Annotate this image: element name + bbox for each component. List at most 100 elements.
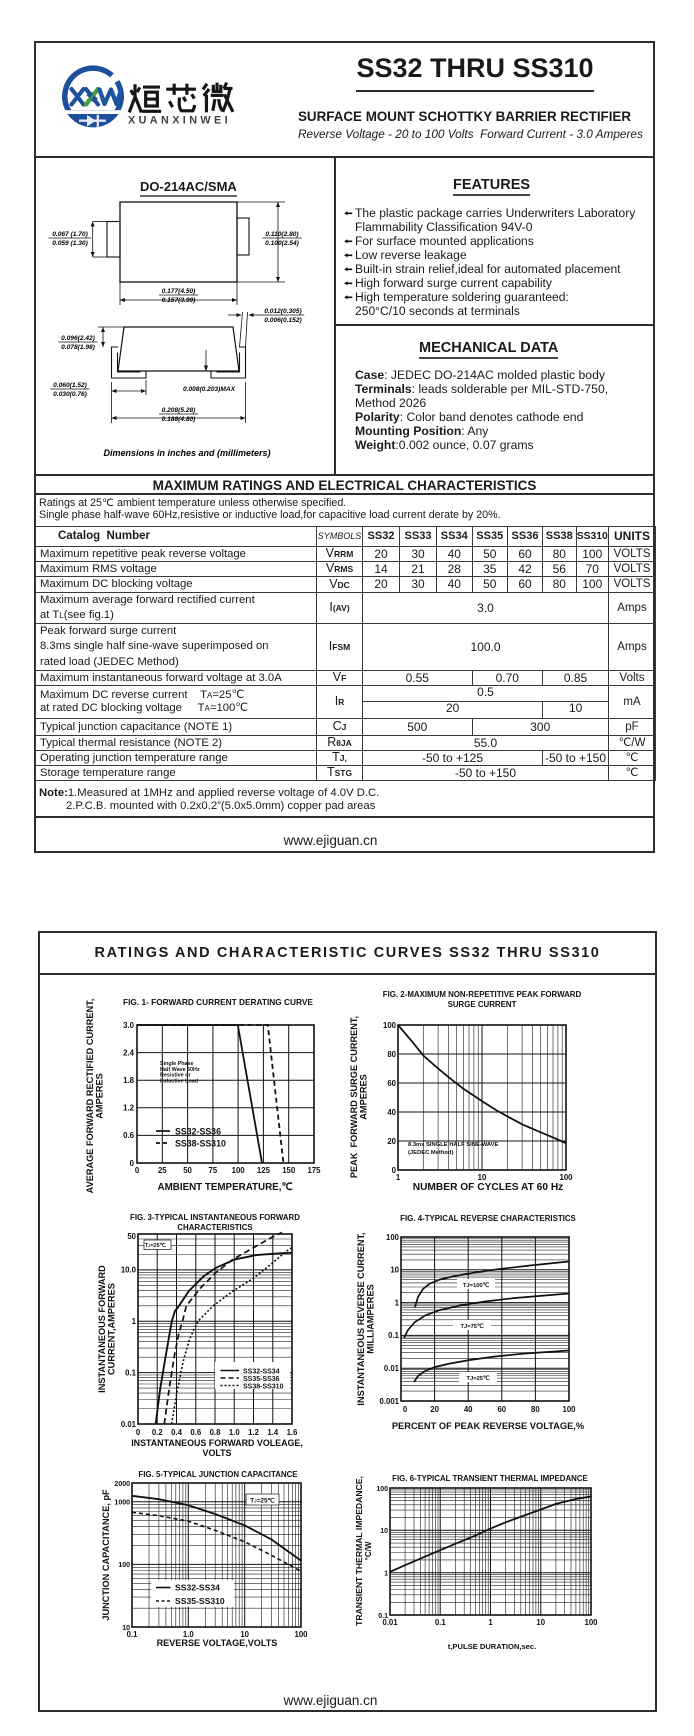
svg-text:50: 50 (127, 1232, 136, 1241)
svg-text:100: 100 (383, 1021, 397, 1030)
svg-text:Single Phase: Single Phase (160, 1061, 194, 1067)
svg-text:1.2: 1.2 (248, 1428, 260, 1437)
svg-text:100: 100 (294, 1630, 308, 1639)
svg-text:SS32-SS34: SS32-SS34 (175, 1583, 220, 1593)
svg-text:VOLTS: VOLTS (203, 1448, 232, 1458)
svg-text:SS35-SS310: SS35-SS310 (175, 1596, 225, 1606)
svg-text:0: 0 (130, 1159, 135, 1168)
svg-text:60: 60 (497, 1405, 506, 1414)
svg-text:CHARACTERISTICS: CHARACTERISTICS (177, 1223, 252, 1232)
svg-text:100: 100 (118, 1562, 130, 1569)
svg-text:FIG. 6-TYPICAL TRANSIENT THERM: FIG. 6-TYPICAL TRANSIENT THERMAL IMPEDAN… (392, 1474, 588, 1483)
svg-text:1000: 1000 (114, 1500, 130, 1507)
svg-text:1: 1 (488, 1618, 493, 1627)
svg-text:0.6: 0.6 (190, 1428, 202, 1437)
svg-text:t,PULSE DURATION,sec.: t,PULSE DURATION,sec. (448, 1642, 536, 1651)
svg-text:1.6: 1.6 (287, 1428, 299, 1437)
svg-text:0.2: 0.2 (152, 1428, 164, 1437)
svg-text:PEAK FORWARD SURGE CURRENT,: PEAK FORWARD SURGE CURRENT, (349, 1016, 359, 1178)
svg-text:1.0: 1.0 (183, 1630, 195, 1639)
svg-text:AMBIENT TEMPERATURE,℃: AMBIENT TEMPERATURE,℃ (158, 1182, 293, 1193)
svg-text:JUNCTION CAPACITANCE, pF: JUNCTION CAPACITANCE, pF (101, 1489, 111, 1621)
svg-text:100: 100 (232, 1166, 246, 1175)
svg-text:80: 80 (387, 1050, 396, 1059)
svg-text:NUMBER OF CYCLES AT 60 Hz: NUMBER OF CYCLES AT 60 Hz (413, 1182, 564, 1193)
svg-text:1.2: 1.2 (123, 1104, 135, 1113)
svg-text:0: 0 (403, 1405, 408, 1414)
svg-text:PERCENT OF PEAK REVERSE VOLTAG: PERCENT OF PEAK REVERSE VOLTAGE,% (392, 1421, 585, 1431)
svg-text:FIG. 4-TYPICAL REVERSE CHARACT: FIG. 4-TYPICAL REVERSE CHARACTERISTICS (400, 1214, 576, 1223)
svg-text:40: 40 (387, 1108, 396, 1117)
svg-text:0.1: 0.1 (388, 1331, 400, 1340)
svg-text:0.1: 0.1 (435, 1618, 447, 1627)
svg-text:3.0: 3.0 (123, 1021, 135, 1030)
svg-text:AVERAGE FORWARD RECTIFIED CURR: AVERAGE FORWARD RECTIFIED CURRENT, (85, 999, 95, 1194)
svg-text:0.008(0.203)MAX: 0.008(0.203)MAX (183, 386, 236, 393)
svg-text:TJ=100℃: TJ=100℃ (463, 1282, 490, 1289)
svg-text:SS35-SS36: SS35-SS36 (243, 1376, 280, 1383)
svg-text:0.6: 0.6 (123, 1131, 135, 1140)
svg-text:60: 60 (387, 1079, 396, 1088)
svg-text:FIG. 1- FORWARD CURRENT DERATI: FIG. 1- FORWARD CURRENT DERATING CURVE (123, 997, 313, 1007)
svg-text:100: 100 (562, 1405, 576, 1414)
svg-text:0.012(0.305): 0.012(0.305) (264, 308, 301, 315)
svg-text:TJ=25℃: TJ=25℃ (466, 1375, 490, 1382)
svg-text:0.006(0.152): 0.006(0.152) (264, 317, 301, 324)
svg-text:INSTANTANEOUS FORWARD VOLEAGE,: INSTANTANEOUS FORWARD VOLEAGE, (131, 1438, 303, 1448)
svg-text:SURGE CURRENT: SURGE CURRENT (448, 1000, 517, 1009)
svg-text:100: 100 (376, 1486, 388, 1493)
svg-text:1: 1 (384, 1570, 388, 1577)
svg-text:10: 10 (122, 1625, 130, 1632)
svg-text:1.4: 1.4 (267, 1428, 279, 1437)
svg-text:(JEDEC Method): (JEDEC Method) (408, 1150, 453, 1156)
svg-text:Half Wave 60Hz: Half Wave 60Hz (160, 1067, 200, 1073)
svg-text:FIG. 5-TYPICAL JUNCTION CAPACI: FIG. 5-TYPICAL JUNCTION CAPACITANCE (138, 1470, 297, 1479)
svg-text:0.157(3.99): 0.157(3.99) (162, 297, 196, 304)
svg-text:0: 0 (392, 1166, 397, 1175)
svg-text:Dimensions in inches and (mill: Dimensions in inches and (millimeters) (103, 448, 270, 458)
svg-text:10: 10 (240, 1630, 249, 1639)
svg-text:0.1: 0.1 (378, 1613, 388, 1620)
svg-text:SS38-SS310: SS38-SS310 (175, 1139, 226, 1149)
svg-text:125: 125 (257, 1166, 271, 1175)
svg-text:1.8: 1.8 (123, 1076, 135, 1085)
svg-text:10: 10 (478, 1173, 487, 1182)
svg-text:TJ=25℃: TJ=25℃ (250, 1498, 274, 1505)
svg-text:Inductive Load: Inductive Load (160, 1078, 198, 1084)
svg-text:8.3ms SINGLE HALF SINE-WAVE: 8.3ms SINGLE HALF SINE-WAVE (408, 1142, 499, 1148)
svg-text:175: 175 (307, 1166, 321, 1175)
svg-text:75: 75 (209, 1166, 218, 1175)
svg-text:0.208(5.28): 0.208(5.28) (162, 407, 196, 414)
svg-text:40: 40 (464, 1405, 473, 1414)
svg-text:0.4: 0.4 (171, 1428, 183, 1437)
svg-text:1: 1 (396, 1173, 401, 1182)
svg-text:0.8: 0.8 (210, 1428, 222, 1437)
svg-text:100: 100 (386, 1233, 400, 1242)
svg-text:10: 10 (390, 1266, 399, 1275)
svg-text:1: 1 (395, 1298, 400, 1307)
svg-text:INSTANTANEOUS REVERSE CURRENT,: INSTANTANEOUS REVERSE CURRENT, (356, 1232, 366, 1405)
svg-text:0.01: 0.01 (121, 1420, 137, 1429)
svg-text:0.110(2.80): 0.110(2.80) (265, 231, 298, 238)
svg-text:0.096(2.42): 0.096(2.42) (61, 335, 95, 342)
svg-text:FIG. 3-TYPICAL INSTANTANEOUS F: FIG. 3-TYPICAL INSTANTANEOUS FORWARD (130, 1213, 300, 1222)
svg-text:SS32-SS34: SS32-SS34 (243, 1369, 280, 1376)
svg-text:20: 20 (387, 1137, 396, 1146)
svg-text:20: 20 (430, 1405, 439, 1414)
svg-text:0: 0 (136, 1428, 141, 1437)
svg-text:SS38-SS310: SS38-SS310 (243, 1384, 284, 1391)
svg-text:0.078(1.98): 0.078(1.98) (61, 344, 95, 351)
svg-text:XUANXINWEI: XUANXINWEI (128, 115, 231, 127)
svg-text:2000: 2000 (114, 1481, 130, 1488)
svg-text:0.060(1.52): 0.060(1.52) (53, 382, 87, 389)
svg-text:0.001: 0.001 (379, 1397, 399, 1406)
svg-text:MILLIAMPERES: MILLIAMPERES (366, 1284, 376, 1353)
svg-text:AMPERES: AMPERES (359, 1074, 369, 1119)
svg-text:100: 100 (559, 1173, 573, 1182)
svg-text:1.0: 1.0 (229, 1428, 241, 1437)
svg-text:150: 150 (282, 1166, 296, 1175)
svg-text:80: 80 (531, 1405, 540, 1414)
svg-text:0.059 (1.30): 0.059 (1.30) (52, 240, 88, 247)
svg-text:TJ=75℃: TJ=75℃ (460, 1323, 484, 1330)
svg-text:REVERSE VOLTAGE,VOLTS: REVERSE VOLTAGE,VOLTS (157, 1638, 278, 1648)
